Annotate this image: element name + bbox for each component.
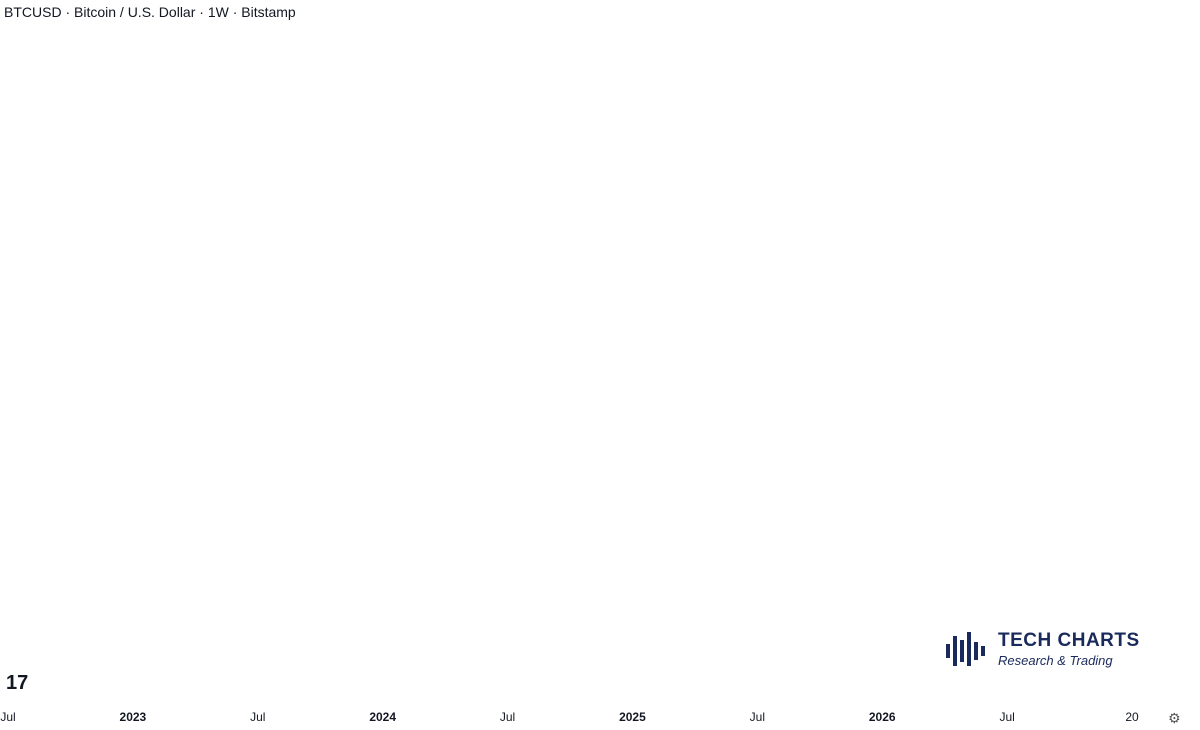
time-axis[interactable]: Jul 2023 Jul 2024 Jul 2025 Jul 2026 Jul 20 xyxy=(0,710,1139,724)
bars-logo-icon xyxy=(946,632,985,666)
x-tick-label: 2025 xyxy=(619,710,646,724)
logo-title: TECH CHARTS xyxy=(998,630,1140,651)
x-tick-label: 2026 xyxy=(869,710,896,724)
x-tick-label: Jul xyxy=(999,710,1014,724)
gear-icon[interactable]: ⚙ xyxy=(1168,710,1181,726)
x-tick-label: Jul xyxy=(750,710,765,724)
x-tick-label: Jul xyxy=(500,710,515,724)
logo-subtitle: Research & Trading xyxy=(998,653,1113,668)
x-tick-label: Jul xyxy=(250,710,265,724)
tradingview-logo[interactable]: 17 xyxy=(6,672,29,694)
chart-title: BTCUSD · Bitcoin / U.S. Dollar · 1W · Bi… xyxy=(4,4,296,20)
tech-charts-logo: TECH CHARTS Research & Trading xyxy=(998,630,1140,668)
x-tick-label: 20 xyxy=(1125,710,1139,724)
x-tick-label: 2024 xyxy=(369,710,396,724)
x-tick-label: 2023 xyxy=(120,710,147,724)
x-tick-label: Jul xyxy=(0,710,15,724)
